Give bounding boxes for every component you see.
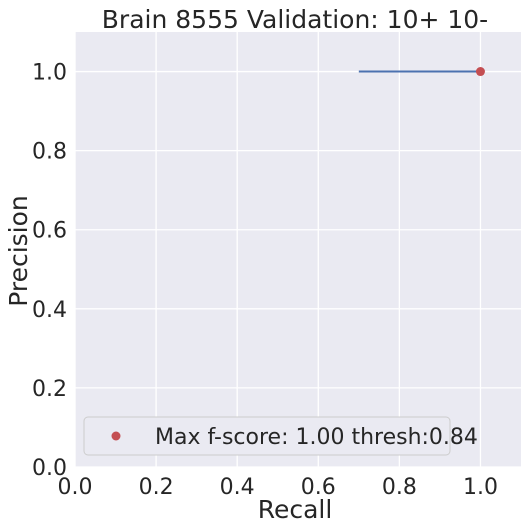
legend-box	[83, 416, 451, 456]
x-tick-labels: 0.0 0.2 0.4 0.6 0.8 1.0	[58, 475, 498, 500]
x-tick-label: 0.0	[58, 475, 93, 500]
x-axis-title: Recall	[258, 495, 333, 524]
x-tick-label: 0.8	[382, 475, 417, 500]
y-tick-label: 0.6	[32, 219, 67, 244]
y-tick-label: 0.0	[32, 456, 67, 481]
plot-background	[75, 32, 521, 467]
legend: Max f-score: 1.00 thresh:0.84	[83, 416, 478, 456]
chart-title: Brain 8555 Validation: 10+ 10-	[102, 5, 488, 34]
legend-label: Max f-score: 1.00 thresh:0.84	[155, 425, 478, 450]
x-tick-label: 0.6	[301, 475, 336, 500]
y-tick-labels: 0.0 0.2 0.4 0.6 0.8 1.0	[32, 61, 67, 481]
max-fscore-point	[475, 67, 485, 77]
series-layer	[358, 67, 485, 77]
x-tick-label: 1.0	[463, 475, 498, 500]
y-tick-label: 0.8	[32, 140, 67, 165]
x-tick-label: 0.2	[139, 475, 174, 500]
grid-lines	[74, 32, 521, 468]
y-tick-label: 0.2	[32, 377, 67, 402]
y-axis-title: Precision	[4, 195, 33, 307]
legend-marker-dot	[111, 431, 121, 441]
y-tick-label: 0.4	[32, 298, 67, 323]
x-tick-label: 0.4	[220, 475, 255, 500]
y-tick-label: 1.0	[32, 61, 67, 86]
